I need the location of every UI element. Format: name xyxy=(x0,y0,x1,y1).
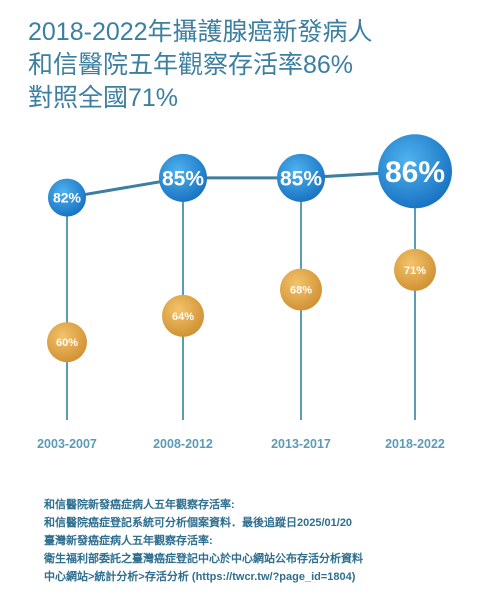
national-value-label: 60% xyxy=(56,337,78,349)
national-value-label: 68% xyxy=(290,285,312,297)
national-point xyxy=(162,294,204,337)
footnote-line-3: 臺灣新發癌症病人五年觀察存活率: xyxy=(44,535,213,547)
hospital-point xyxy=(48,178,86,217)
national-value-label: 64% xyxy=(172,311,194,323)
chart-title: 2018-2022年攝護腺癌新發病人 和信醫院五年觀察存活率86% 對照全國71… xyxy=(28,16,468,115)
hospital-value-label: 85% xyxy=(280,167,322,190)
footnote-line-4: 衛生福利部委託之臺灣癌症登記中心於中心網站公布存活分析資料 xyxy=(44,553,363,565)
title-line-3: 對照全國71% xyxy=(28,84,179,112)
category-label: 2013-2017 xyxy=(271,437,331,451)
national-point xyxy=(47,322,87,363)
category-label: 2003-2007 xyxy=(37,437,97,451)
hospital-value-label: 85% xyxy=(162,167,204,190)
title-line-1: 2018-2022年攝護腺癌新發病人 xyxy=(28,18,373,46)
hospital-value-label: 82% xyxy=(53,190,82,206)
national-point xyxy=(394,248,436,291)
footnote-line-1: 和信醫院新發癌症病人五年觀察存活率: xyxy=(44,499,235,511)
hospital-value-label: 86% xyxy=(385,156,445,189)
hospital-point xyxy=(159,153,207,202)
national-value-label: 71% xyxy=(404,265,426,277)
hospital-point xyxy=(277,153,325,202)
category-label: 2018-2022 xyxy=(385,437,445,451)
footnote-line-5: 中心網站>統計分析>存活分析 (https://twcr.tw/?page_id… xyxy=(44,571,356,583)
category-label: 2008-2012 xyxy=(153,437,213,451)
footnote-line-2: 和信醫院癌症登記系統可分析個案資料．最後追蹤日2025/01/20 xyxy=(44,517,353,529)
footnote: 和信醫院新發癌症病人五年觀察存活率: 和信醫院癌症登記系統可分析個案資料．最後追… xyxy=(44,496,464,586)
hospital-point xyxy=(378,134,452,209)
national-point xyxy=(280,268,322,311)
title-line-2: 和信醫院五年觀察存活率86% xyxy=(28,51,354,79)
